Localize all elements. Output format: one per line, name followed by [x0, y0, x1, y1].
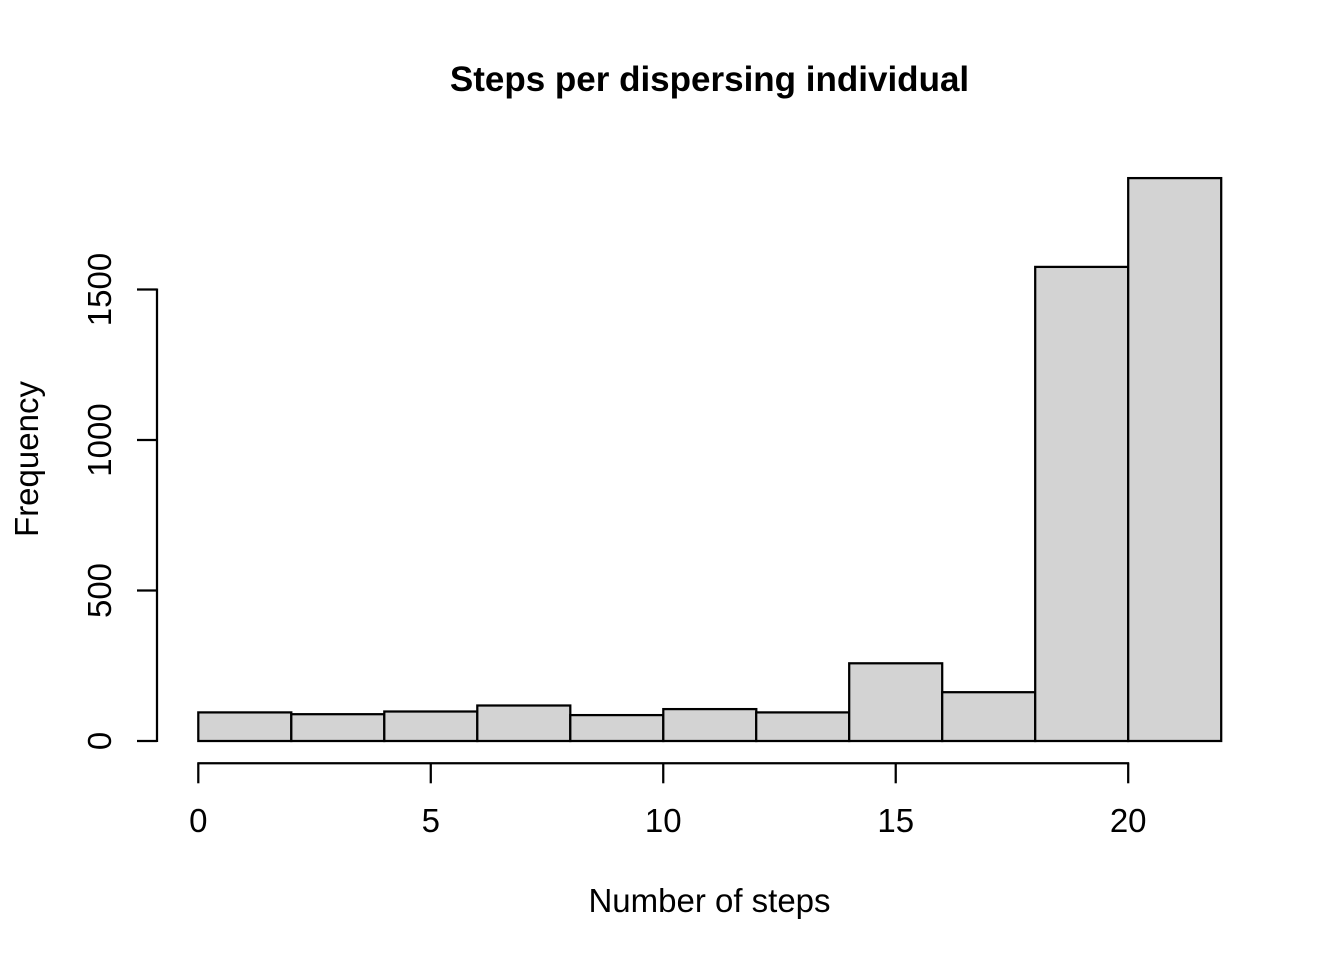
- x-axis-label: Number of steps: [588, 882, 831, 919]
- x-tick-label: 5: [422, 802, 440, 839]
- y-tick-label: 500: [81, 563, 118, 618]
- y-tick-label: 1500: [81, 253, 118, 326]
- histogram-bar: [662, 707, 758, 743]
- x-tick-label: 0: [189, 802, 207, 839]
- y-axis-label: Frequency: [8, 381, 45, 537]
- y-tick-label: 1000: [81, 403, 118, 476]
- x-tick-label: 15: [877, 802, 914, 839]
- histogram-bar: [941, 691, 1037, 743]
- y-tick-label: 0: [81, 732, 118, 750]
- x-tick-label: 20: [1110, 802, 1147, 839]
- histogram-bar: [290, 713, 386, 743]
- histogram-bar: [755, 711, 851, 743]
- histogram-bar: [383, 710, 479, 743]
- histogram-bar: [1034, 265, 1130, 743]
- histogram-bar: [569, 713, 665, 743]
- chart-title: Steps per dispersing individual: [449, 60, 970, 99]
- histogram-bar: [476, 704, 572, 743]
- x-tick-label: 10: [645, 802, 682, 839]
- histogram-bar: [848, 662, 944, 743]
- histogram-bar: [1127, 176, 1223, 743]
- histogram-bar: [197, 711, 293, 743]
